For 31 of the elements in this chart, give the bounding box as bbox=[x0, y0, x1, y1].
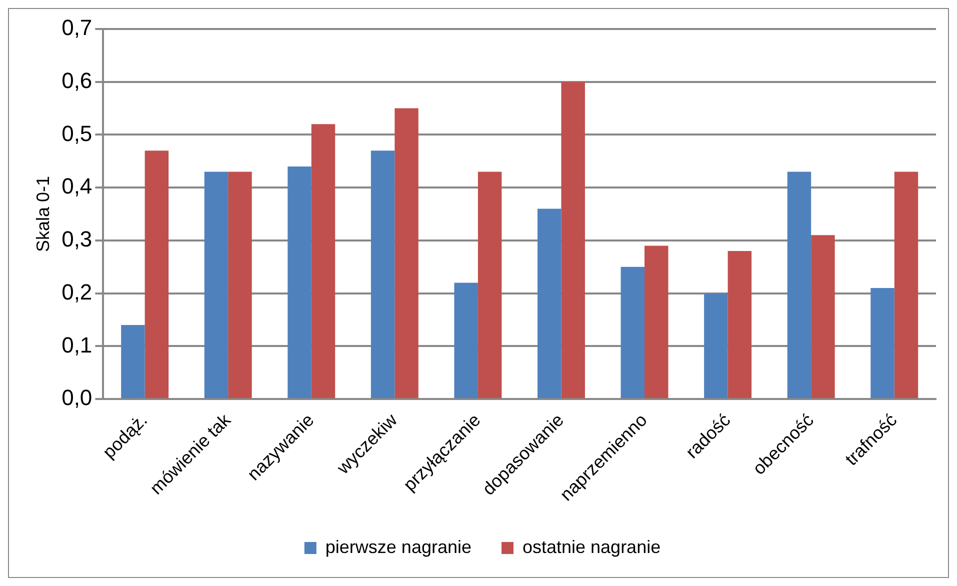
bar bbox=[787, 172, 812, 398]
y-tick-label: 0,0 bbox=[62, 385, 92, 410]
bar bbox=[311, 124, 336, 398]
y-tick-label: 0,1 bbox=[62, 332, 92, 358]
legend-label: pierwsze nagranie bbox=[325, 536, 472, 557]
bar bbox=[370, 150, 395, 398]
bar bbox=[454, 282, 478, 398]
legend-label: ostatnie nagranie bbox=[522, 536, 661, 557]
y-tick-label: 0,4 bbox=[62, 174, 92, 199]
bar bbox=[870, 288, 894, 398]
y-tick-label: 0,6 bbox=[62, 68, 92, 93]
y-tick-label: 0,2 bbox=[62, 279, 92, 304]
bar bbox=[537, 208, 562, 398]
y-tick-label: 0,7 bbox=[62, 15, 92, 40]
y-axis-title: Skala 0-1 bbox=[32, 176, 53, 252]
bar bbox=[478, 172, 502, 398]
y-tick-label: 0,5 bbox=[62, 120, 92, 146]
bar bbox=[144, 150, 169, 398]
bar bbox=[561, 82, 585, 398]
bar bbox=[228, 172, 252, 398]
bar bbox=[894, 172, 918, 398]
bar bbox=[204, 172, 228, 398]
bar bbox=[288, 166, 312, 398]
bar bbox=[620, 266, 645, 398]
bar bbox=[728, 251, 752, 398]
y-tick-label: 0,3 bbox=[62, 226, 92, 252]
bar bbox=[704, 293, 728, 398]
bar bbox=[644, 246, 668, 398]
bar bbox=[121, 325, 145, 398]
bar bbox=[811, 235, 835, 398]
bar bbox=[394, 108, 418, 398]
